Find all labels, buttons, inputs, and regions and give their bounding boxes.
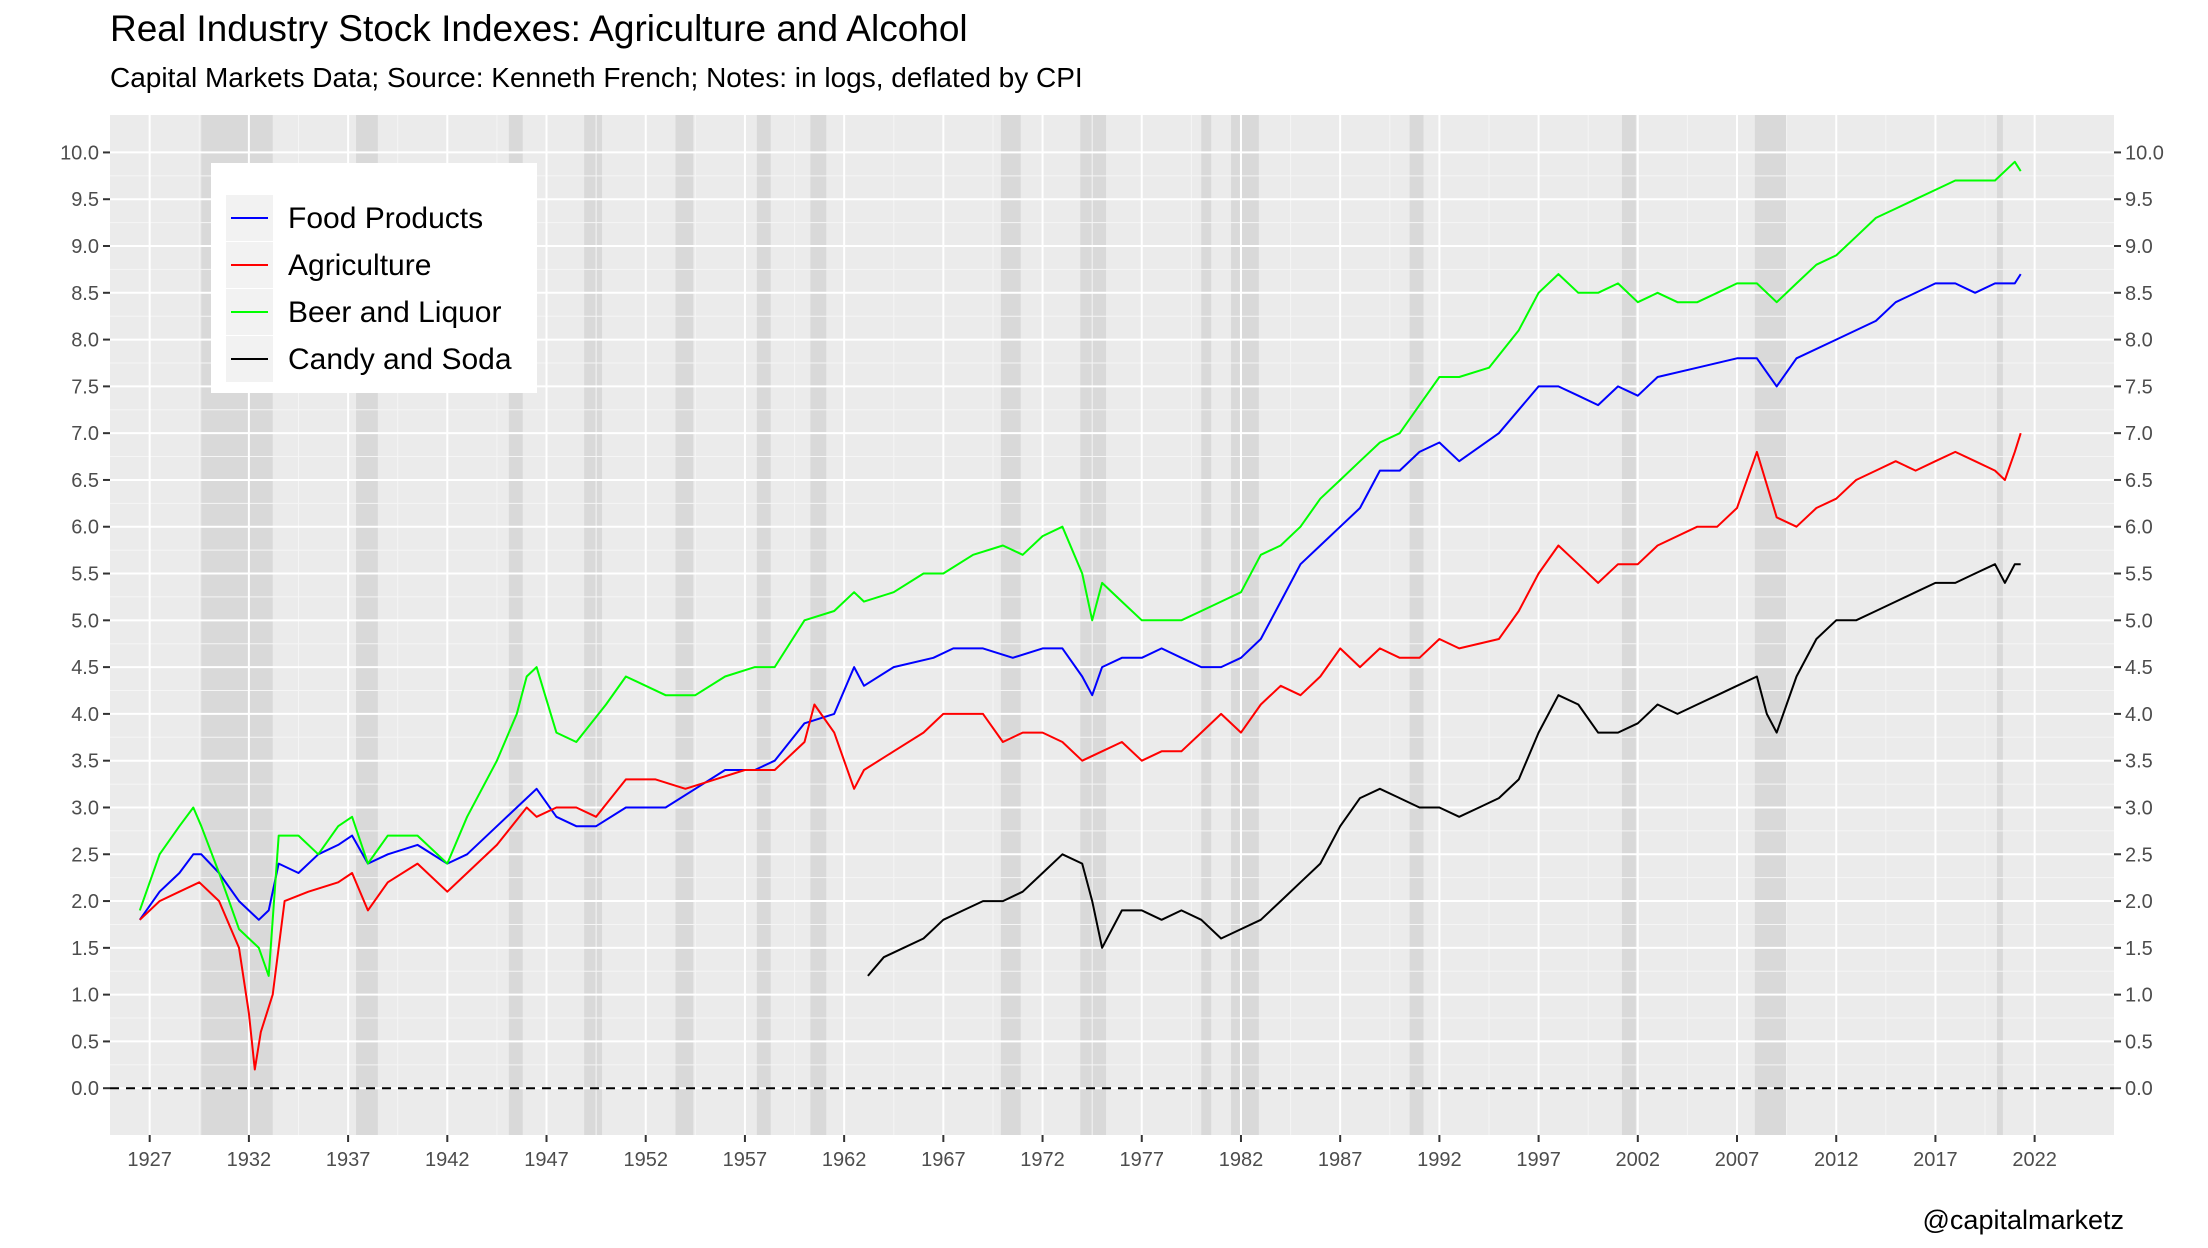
recession-band-9: [1201, 115, 1212, 1135]
y-tick-label-right: 1.0: [2125, 985, 2153, 1007]
series-line-candy-and-soda: [867, 563, 2021, 977]
y-tick-label-left: 5.0: [71, 610, 99, 632]
recession-band-4: [675, 115, 694, 1135]
x-tick-label: 2007: [1715, 1149, 1760, 1171]
credit-label: @capitalmarketz: [1922, 1205, 2124, 1235]
y-tick-label-right: 7.5: [2125, 376, 2153, 398]
y-tick-label-left: 0.5: [71, 1031, 99, 1053]
recession-band-12: [1621, 115, 1636, 1135]
x-tick-label: 1937: [326, 1149, 371, 1171]
y-axis-left: 0.0 0.5 1.0 1.5 2.0 2.5 3.0 3.5 4.0 4.5 5.0 5.5 6.0 6…: [60, 142, 110, 1100]
y-axis-right: 0.0 0.5 1.0 1.5 2.0 2.5 3.0 3.5 4.0 4.5 5.0 5.5 6.0 6…: [2114, 142, 2164, 1100]
y-tick-label-right: 2.5: [2125, 844, 2153, 866]
y-tick-label-left: 5.5: [71, 564, 99, 586]
x-tick-label: 1967: [921, 1149, 966, 1171]
recession-band-3: [584, 115, 603, 1135]
y-tick-label-right: 8.0: [2125, 330, 2153, 352]
y-tick-label-right: 4.0: [2125, 704, 2153, 726]
recession-band-8: [1080, 115, 1107, 1135]
x-tick-label: 1952: [623, 1149, 668, 1171]
y-tick-label-right: 6.5: [2125, 470, 2153, 492]
recession-band-13: [1754, 115, 1787, 1135]
y-tick-label-right: 10.0: [2125, 142, 2164, 164]
x-tick-label: 1997: [1516, 1149, 1561, 1171]
x-tick-label: 1987: [1318, 1149, 1363, 1171]
x-tick-label: 2022: [2012, 1149, 2057, 1171]
x-tick-label: 1957: [723, 1149, 768, 1171]
y-tick-label-left: 4.0: [71, 704, 99, 726]
y-tick-label-left: 8.5: [71, 283, 99, 305]
x-axis: 1927 1932 1937 1942 1947 1952 1957 1962 1967 1972…: [127, 1135, 2057, 1171]
x-tick-label: 1927: [127, 1149, 172, 1171]
x-tick-label: 2012: [1814, 1149, 1859, 1171]
y-tick-label-left: 1.0: [71, 985, 99, 1007]
y-tick-label-right: 4.5: [2125, 657, 2153, 679]
legend-label: Beer and Liquor: [288, 296, 502, 329]
y-tick-label-right: 6.0: [2125, 517, 2153, 539]
y-tick-label-right: 2.0: [2125, 891, 2153, 913]
y-tick-label-left: 8.0: [71, 330, 99, 352]
y-tick-label-left: 9.0: [71, 236, 99, 258]
x-tick-label: 1992: [1417, 1149, 1462, 1171]
recession-band-5: [756, 115, 771, 1135]
x-tick-label: 1972: [1020, 1149, 1065, 1171]
chart-title: Real Industry Stock Indexes: Agriculture…: [110, 8, 968, 49]
x-tick-label: 2017: [1913, 1149, 1958, 1171]
y-tick-label-right: 9.0: [2125, 236, 2153, 258]
y-tick-label-left: 3.5: [71, 751, 99, 773]
y-tick-label-right: 7.0: [2125, 423, 2153, 445]
x-tick-label: 1932: [227, 1149, 272, 1171]
series-line-agriculture: [139, 432, 2022, 1071]
x-tick-label: 1962: [822, 1149, 867, 1171]
y-tick-label-left: 0.0: [71, 1078, 99, 1100]
recession-band-7: [1000, 115, 1021, 1135]
recession-band-14: [1996, 115, 2003, 1135]
y-tick-label-left: 1.5: [71, 938, 99, 960]
legend-label: Candy and Soda: [288, 343, 512, 376]
y-tick-label-left: 9.5: [71, 189, 99, 211]
recession-band-11: [1409, 115, 1424, 1135]
y-tick-label-right: 3.5: [2125, 751, 2153, 773]
series-line-beer-and-liquor: [138, 160, 2022, 977]
x-tick-label: 2002: [1616, 1149, 1661, 1171]
series-lines: [138, 160, 2022, 1071]
y-tick-label-right: 0.0: [2125, 1078, 2153, 1100]
x-tick-label: 1982: [1219, 1149, 1264, 1171]
major-gridlines: [110, 115, 2114, 1135]
y-tick-label-left: 7.5: [71, 376, 99, 398]
y-tick-label-left: 4.5: [71, 657, 99, 679]
legend: Food Products Agriculture Beer and Liquor C…: [211, 163, 537, 393]
y-tick-label-left: 7.0: [71, 423, 99, 445]
recession-band-6: [810, 115, 827, 1135]
x-tick-label: 1977: [1120, 1149, 1165, 1171]
chart-subtitle: Capital Markets Data; Source: Kenneth Fr…: [110, 62, 1083, 93]
recession-band-10: [1231, 115, 1259, 1135]
y-tick-label-left: 10.0: [60, 142, 99, 164]
y-tick-label-right: 3.0: [2125, 797, 2153, 819]
y-tick-label-left: 2.0: [71, 891, 99, 913]
y-tick-label-left: 6.5: [71, 470, 99, 492]
legend-label: Agriculture: [288, 249, 431, 282]
y-tick-label-right: 5.5: [2125, 564, 2153, 586]
y-tick-label-left: 2.5: [71, 844, 99, 866]
y-tick-label-right: 0.5: [2125, 1031, 2153, 1053]
y-tick-label-right: 1.5: [2125, 938, 2153, 960]
x-tick-label: 1942: [425, 1149, 470, 1171]
y-tick-label-left: 3.0: [71, 797, 99, 819]
y-tick-label-right: 8.5: [2125, 283, 2153, 305]
y-tick-label-left: 6.0: [71, 517, 99, 539]
y-tick-label-right: 5.0: [2125, 610, 2153, 632]
x-tick-label: 1947: [524, 1149, 569, 1171]
legend-label: Food Products: [288, 202, 483, 235]
y-tick-label-right: 9.5: [2125, 189, 2153, 211]
